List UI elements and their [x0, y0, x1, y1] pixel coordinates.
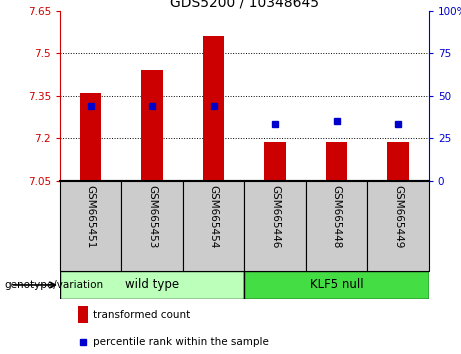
- Text: GSM665446: GSM665446: [270, 185, 280, 249]
- Text: GSM665454: GSM665454: [208, 185, 219, 249]
- Bar: [244, 181, 306, 271]
- Bar: [60, 271, 244, 299]
- Text: GSM665451: GSM665451: [86, 185, 96, 249]
- Text: GSM665449: GSM665449: [393, 185, 403, 249]
- Bar: [121, 181, 183, 271]
- Bar: [80, 93, 101, 181]
- Text: GSM665448: GSM665448: [331, 185, 342, 249]
- Text: KLF5 null: KLF5 null: [310, 279, 363, 291]
- Bar: [244, 271, 429, 299]
- Bar: [183, 181, 244, 271]
- Bar: [367, 181, 429, 271]
- Text: GSM665453: GSM665453: [147, 185, 157, 249]
- Text: genotype/variation: genotype/variation: [5, 280, 104, 290]
- Bar: [326, 142, 347, 181]
- Text: wild type: wild type: [125, 279, 179, 291]
- Bar: [264, 142, 286, 181]
- Bar: [78, 306, 88, 323]
- Bar: [203, 36, 225, 181]
- Bar: [306, 181, 367, 271]
- Bar: [142, 70, 163, 181]
- Bar: [60, 181, 121, 271]
- Text: percentile rank within the sample: percentile rank within the sample: [93, 337, 269, 347]
- Text: transformed count: transformed count: [93, 310, 190, 320]
- Title: GDS5200 / 10348645: GDS5200 / 10348645: [170, 0, 319, 10]
- Bar: [387, 142, 409, 181]
